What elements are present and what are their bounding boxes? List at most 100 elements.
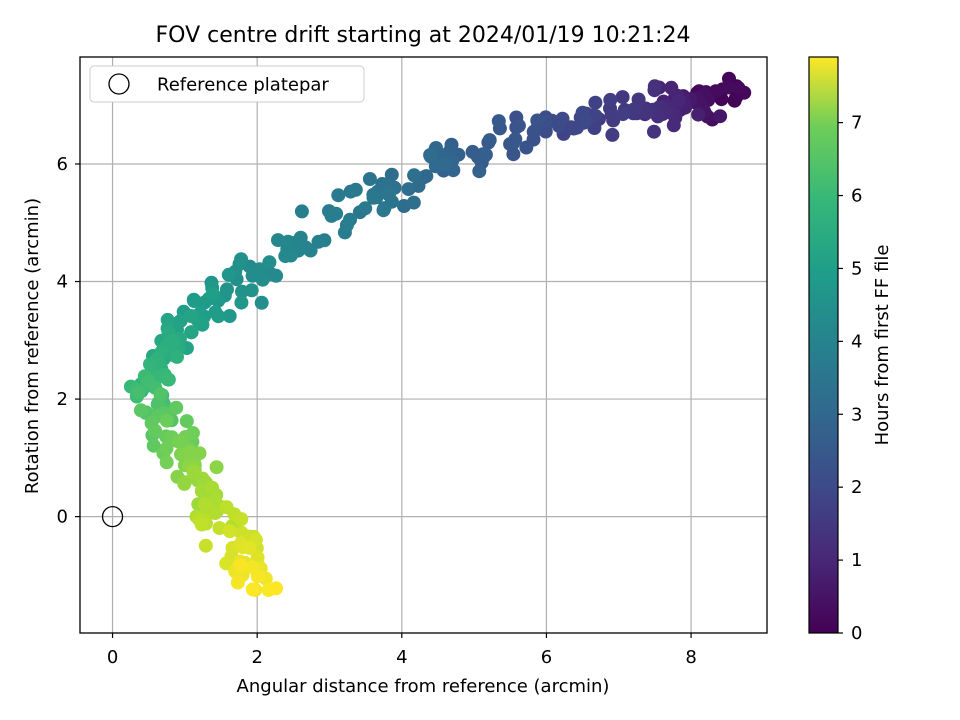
colorbar-label: Hours from first FF file [872, 245, 893, 446]
legend-box [89, 65, 365, 103]
data-point [423, 148, 438, 163]
data-point [472, 164, 487, 179]
data-point [177, 476, 192, 491]
data-point [205, 480, 220, 495]
data-point [294, 204, 309, 219]
data-point [555, 111, 570, 126]
data-point [222, 524, 237, 539]
colorbar-tick-label: 7 [851, 113, 862, 134]
data-point [160, 372, 175, 387]
data-point [303, 243, 318, 258]
colorbar-tick-label: 1 [851, 550, 862, 571]
data-point [184, 309, 199, 323]
data-point [198, 538, 213, 553]
data-point [588, 95, 603, 110]
data-point [184, 325, 199, 340]
data-point [505, 136, 520, 151]
data-point [331, 188, 346, 203]
colorbar-tick-label: 5 [851, 258, 862, 279]
data-point [133, 403, 148, 418]
data-point [159, 413, 174, 428]
colorbar-gradient [808, 56, 839, 634]
data-point [234, 512, 249, 527]
x-axis-label: Angular distance from reference (arcmin) [237, 676, 610, 697]
legend-reference-marker [108, 73, 130, 95]
data-point [166, 333, 181, 348]
data-point [362, 172, 377, 186]
data-point [482, 133, 497, 148]
legend-label-reference: Reference platepar [157, 75, 329, 96]
data-point [731, 81, 746, 96]
data-point [713, 109, 728, 124]
data-point [221, 267, 236, 282]
data-point [252, 263, 267, 277]
data-point [172, 434, 187, 449]
data-point [242, 540, 257, 555]
data-point [269, 581, 284, 596]
y-tick-label: 0 [57, 507, 68, 528]
data-point [358, 201, 373, 216]
colorbar-tick-label: 3 [851, 404, 862, 425]
data-point [245, 582, 260, 597]
x-tick-label: 4 [396, 647, 407, 668]
data-point [530, 113, 545, 128]
y-axis-label: Rotation from reference (arcmin) [22, 198, 43, 494]
x-tick-label: 8 [685, 647, 696, 668]
data-point [283, 248, 298, 263]
data-point [281, 234, 295, 249]
reference-marker [101, 505, 124, 528]
data-point [222, 309, 237, 323]
data-points [123, 71, 752, 597]
data-point [208, 506, 223, 520]
data-point [647, 83, 662, 98]
grid-lines [80, 57, 767, 633]
data-point [169, 400, 184, 415]
data-point [366, 190, 381, 205]
data-point [604, 107, 619, 122]
x-axis-ticks: 0 2 4 6 8 [107, 633, 697, 668]
data-point [615, 90, 630, 105]
data-point [401, 182, 416, 197]
data-point [603, 92, 618, 107]
data-point [233, 558, 248, 573]
data-point [579, 113, 594, 128]
data-point [192, 446, 207, 461]
chart-title: FOV centre drift starting at 2024/01/19 … [156, 23, 691, 48]
plot-area: 0 2 4 6 8 0 2 4 6 [57, 56, 768, 668]
colorbar-ticks: 0 1 2 3 4 5 6 7 [838, 113, 862, 644]
colorbar: 0 1 2 3 4 5 6 7 Hours from first FF file [808, 56, 893, 644]
plot-frame [79, 56, 768, 634]
data-point [146, 438, 161, 453]
data-point [324, 208, 339, 223]
data-point [691, 107, 706, 122]
data-point [671, 93, 686, 108]
x-tick-label: 6 [541, 647, 552, 668]
data-point [526, 124, 541, 139]
data-point [153, 387, 168, 402]
data-point [230, 575, 245, 590]
data-point [664, 80, 679, 95]
data-point [148, 424, 163, 438]
data-point [339, 218, 354, 233]
data-point [234, 252, 249, 267]
data-point [348, 182, 363, 197]
data-point [437, 157, 452, 172]
reference-platepar-marker [101, 505, 124, 528]
colorbar-tick-label: 2 [851, 477, 862, 498]
data-point [491, 114, 506, 129]
data-point [211, 309, 226, 324]
x-tick-label: 0 [107, 647, 118, 668]
data-point [254, 295, 269, 310]
data-point [605, 127, 620, 142]
data-point [666, 118, 681, 133]
data-point [179, 414, 194, 429]
data-point [511, 118, 526, 133]
data-point [407, 168, 422, 183]
y-tick-label: 6 [57, 154, 68, 175]
data-point [250, 569, 265, 584]
data-point [159, 455, 174, 470]
data-point [615, 107, 630, 122]
data-point [234, 295, 249, 310]
colorbar-tick-label: 4 [851, 331, 862, 352]
